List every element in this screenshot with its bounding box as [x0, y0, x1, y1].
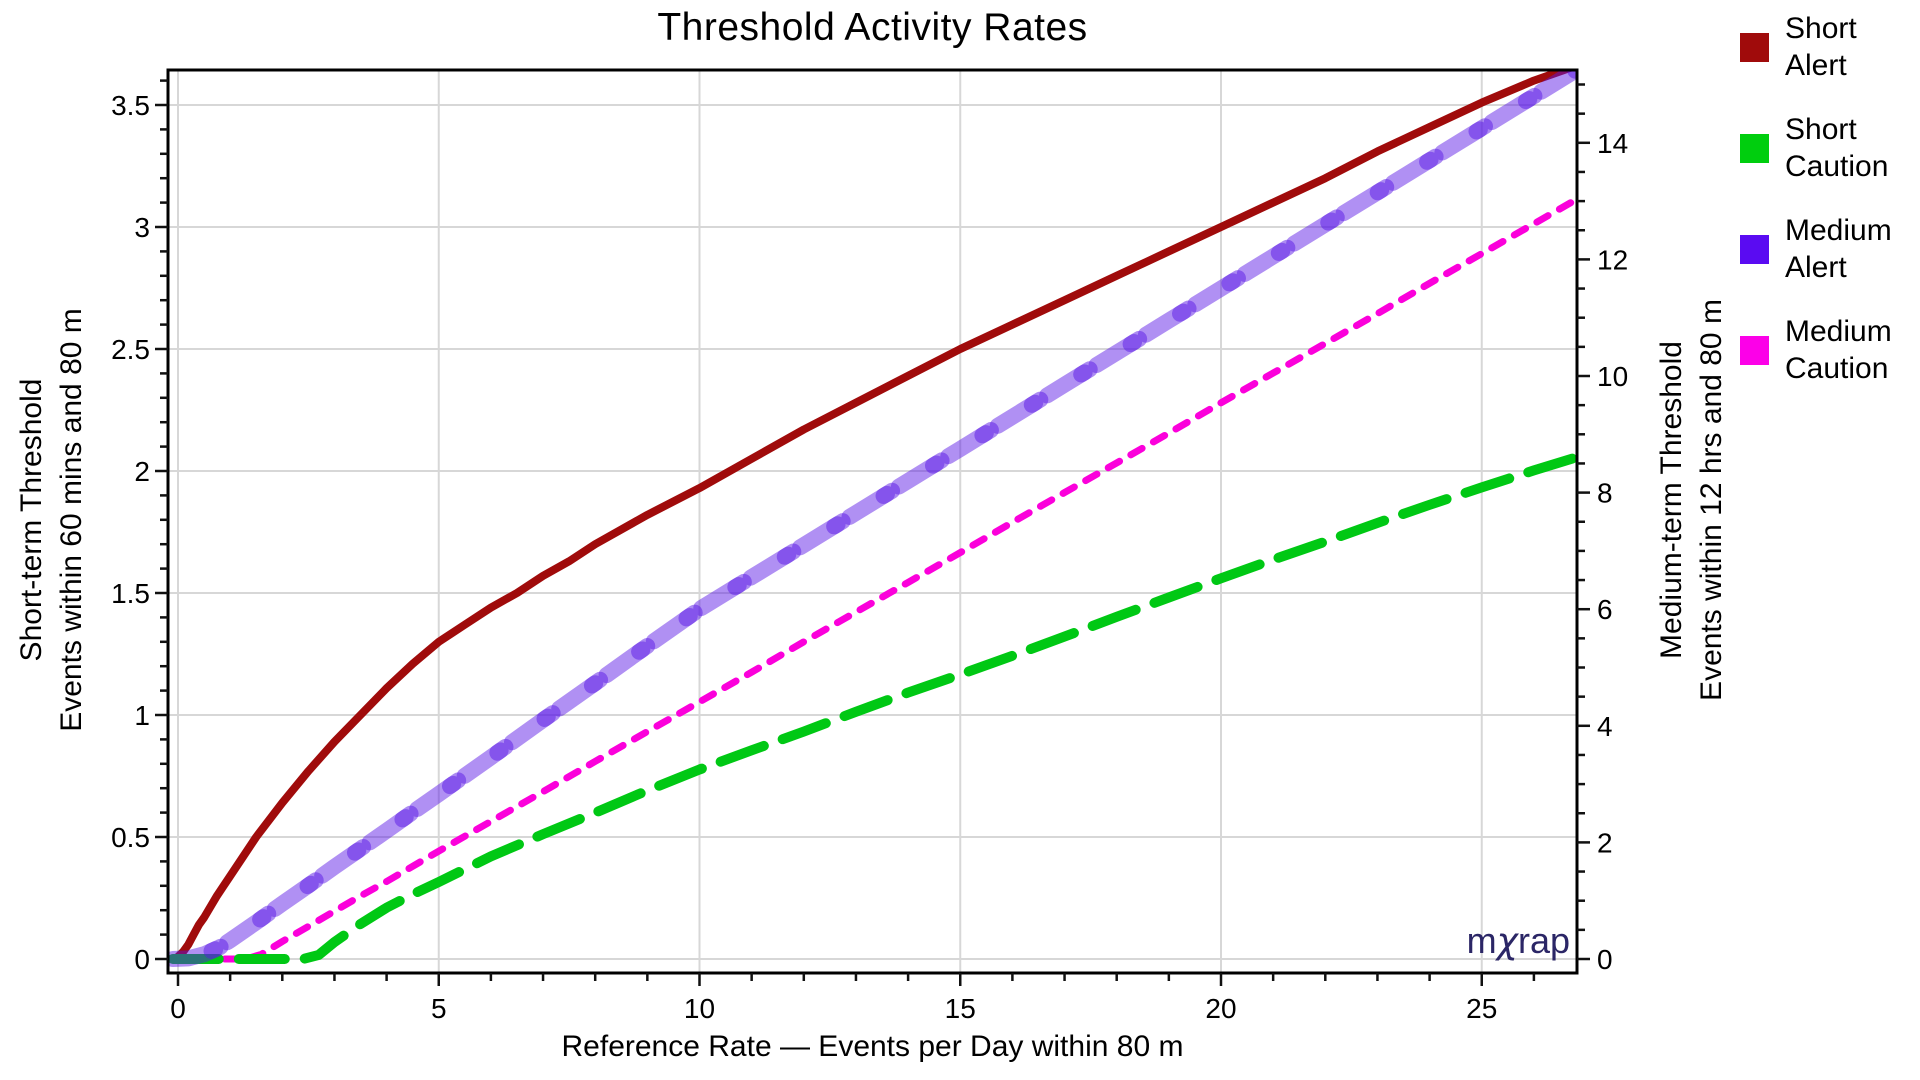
- legend-swatch: [1740, 336, 1769, 365]
- left-tick-label: 3: [134, 212, 150, 243]
- left-axis-title-line1: Short-term Threshold: [15, 378, 48, 662]
- left-tick-label: 1.5: [111, 578, 150, 609]
- right-tick-label: 0: [1597, 944, 1613, 975]
- x-tick-label: 10: [684, 993, 715, 1024]
- legend-item: Short Caution: [1740, 111, 1892, 185]
- right-tick-label: 4: [1597, 711, 1613, 742]
- left-axis-title: Short-term Threshold Events within 60 mi…: [12, 308, 92, 732]
- right-axis-title-line2: Events within 12 hrs and 80 m: [1695, 299, 1728, 701]
- right-tick-label: 2: [1597, 827, 1613, 858]
- legend-label: Short Alert: [1785, 12, 1857, 82]
- left-tick-label: 0.5: [111, 822, 150, 853]
- legend-swatch: [1740, 235, 1769, 264]
- legend-label: Short Caution: [1785, 113, 1889, 183]
- right-axis-title-line1: Medium-term Threshold: [1655, 341, 1688, 659]
- x-tick-label: 0: [170, 993, 186, 1024]
- legend-label: Medium Caution: [1785, 315, 1892, 385]
- right-tick-label: 10: [1597, 361, 1628, 392]
- x-tick-label: 25: [1466, 993, 1497, 1024]
- chart-title: Threshold Activity Rates: [657, 6, 1088, 49]
- series-medium-alert: [168, 70, 1577, 967]
- left-tick-label: 2: [134, 456, 150, 487]
- series-short-caution: [168, 452, 1577, 964]
- right-tick-label: 8: [1597, 478, 1613, 509]
- legend: Short Alert Short Caution Medium Alert M…: [1740, 10, 1892, 414]
- legend-item: Medium Alert: [1740, 212, 1892, 286]
- legend-swatch: [1740, 134, 1769, 163]
- right-tick-label: 12: [1597, 244, 1628, 275]
- chi-glyph: χ: [1496, 921, 1518, 962]
- left-tick-label: 1: [134, 700, 150, 731]
- legend-item: Medium Caution: [1740, 313, 1892, 387]
- right-tick-label: 6: [1597, 594, 1613, 625]
- series-medium-caution: [169, 196, 1577, 963]
- left-tick-label: 0: [134, 944, 150, 975]
- right-tick-label: 14: [1597, 128, 1628, 159]
- right-axis-title: Medium-term Threshold Events within 12 h…: [1652, 299, 1732, 701]
- left-axis-title-line2: Events within 60 mins and 80 m: [55, 308, 88, 732]
- legend-swatch: [1740, 33, 1769, 62]
- legend-item: Short Alert: [1740, 10, 1892, 84]
- left-tick-label: 3.5: [111, 90, 150, 121]
- series-overlay-medium-alert: [168, 70, 1577, 967]
- series-layer: [168, 70, 1577, 967]
- x-tick-label: 5: [431, 993, 447, 1024]
- series-short-alert: [174, 70, 1577, 961]
- x-tick-label: 20: [1205, 993, 1236, 1024]
- x-axis-title: Reference Rate — Events per Day within 8…: [561, 1030, 1184, 1063]
- legend-label: Medium Alert: [1785, 214, 1892, 284]
- left-tick-label: 2.5: [111, 334, 150, 365]
- mxrap-logo: mχrap: [1466, 920, 1570, 962]
- x-tick-label: 15: [945, 993, 976, 1024]
